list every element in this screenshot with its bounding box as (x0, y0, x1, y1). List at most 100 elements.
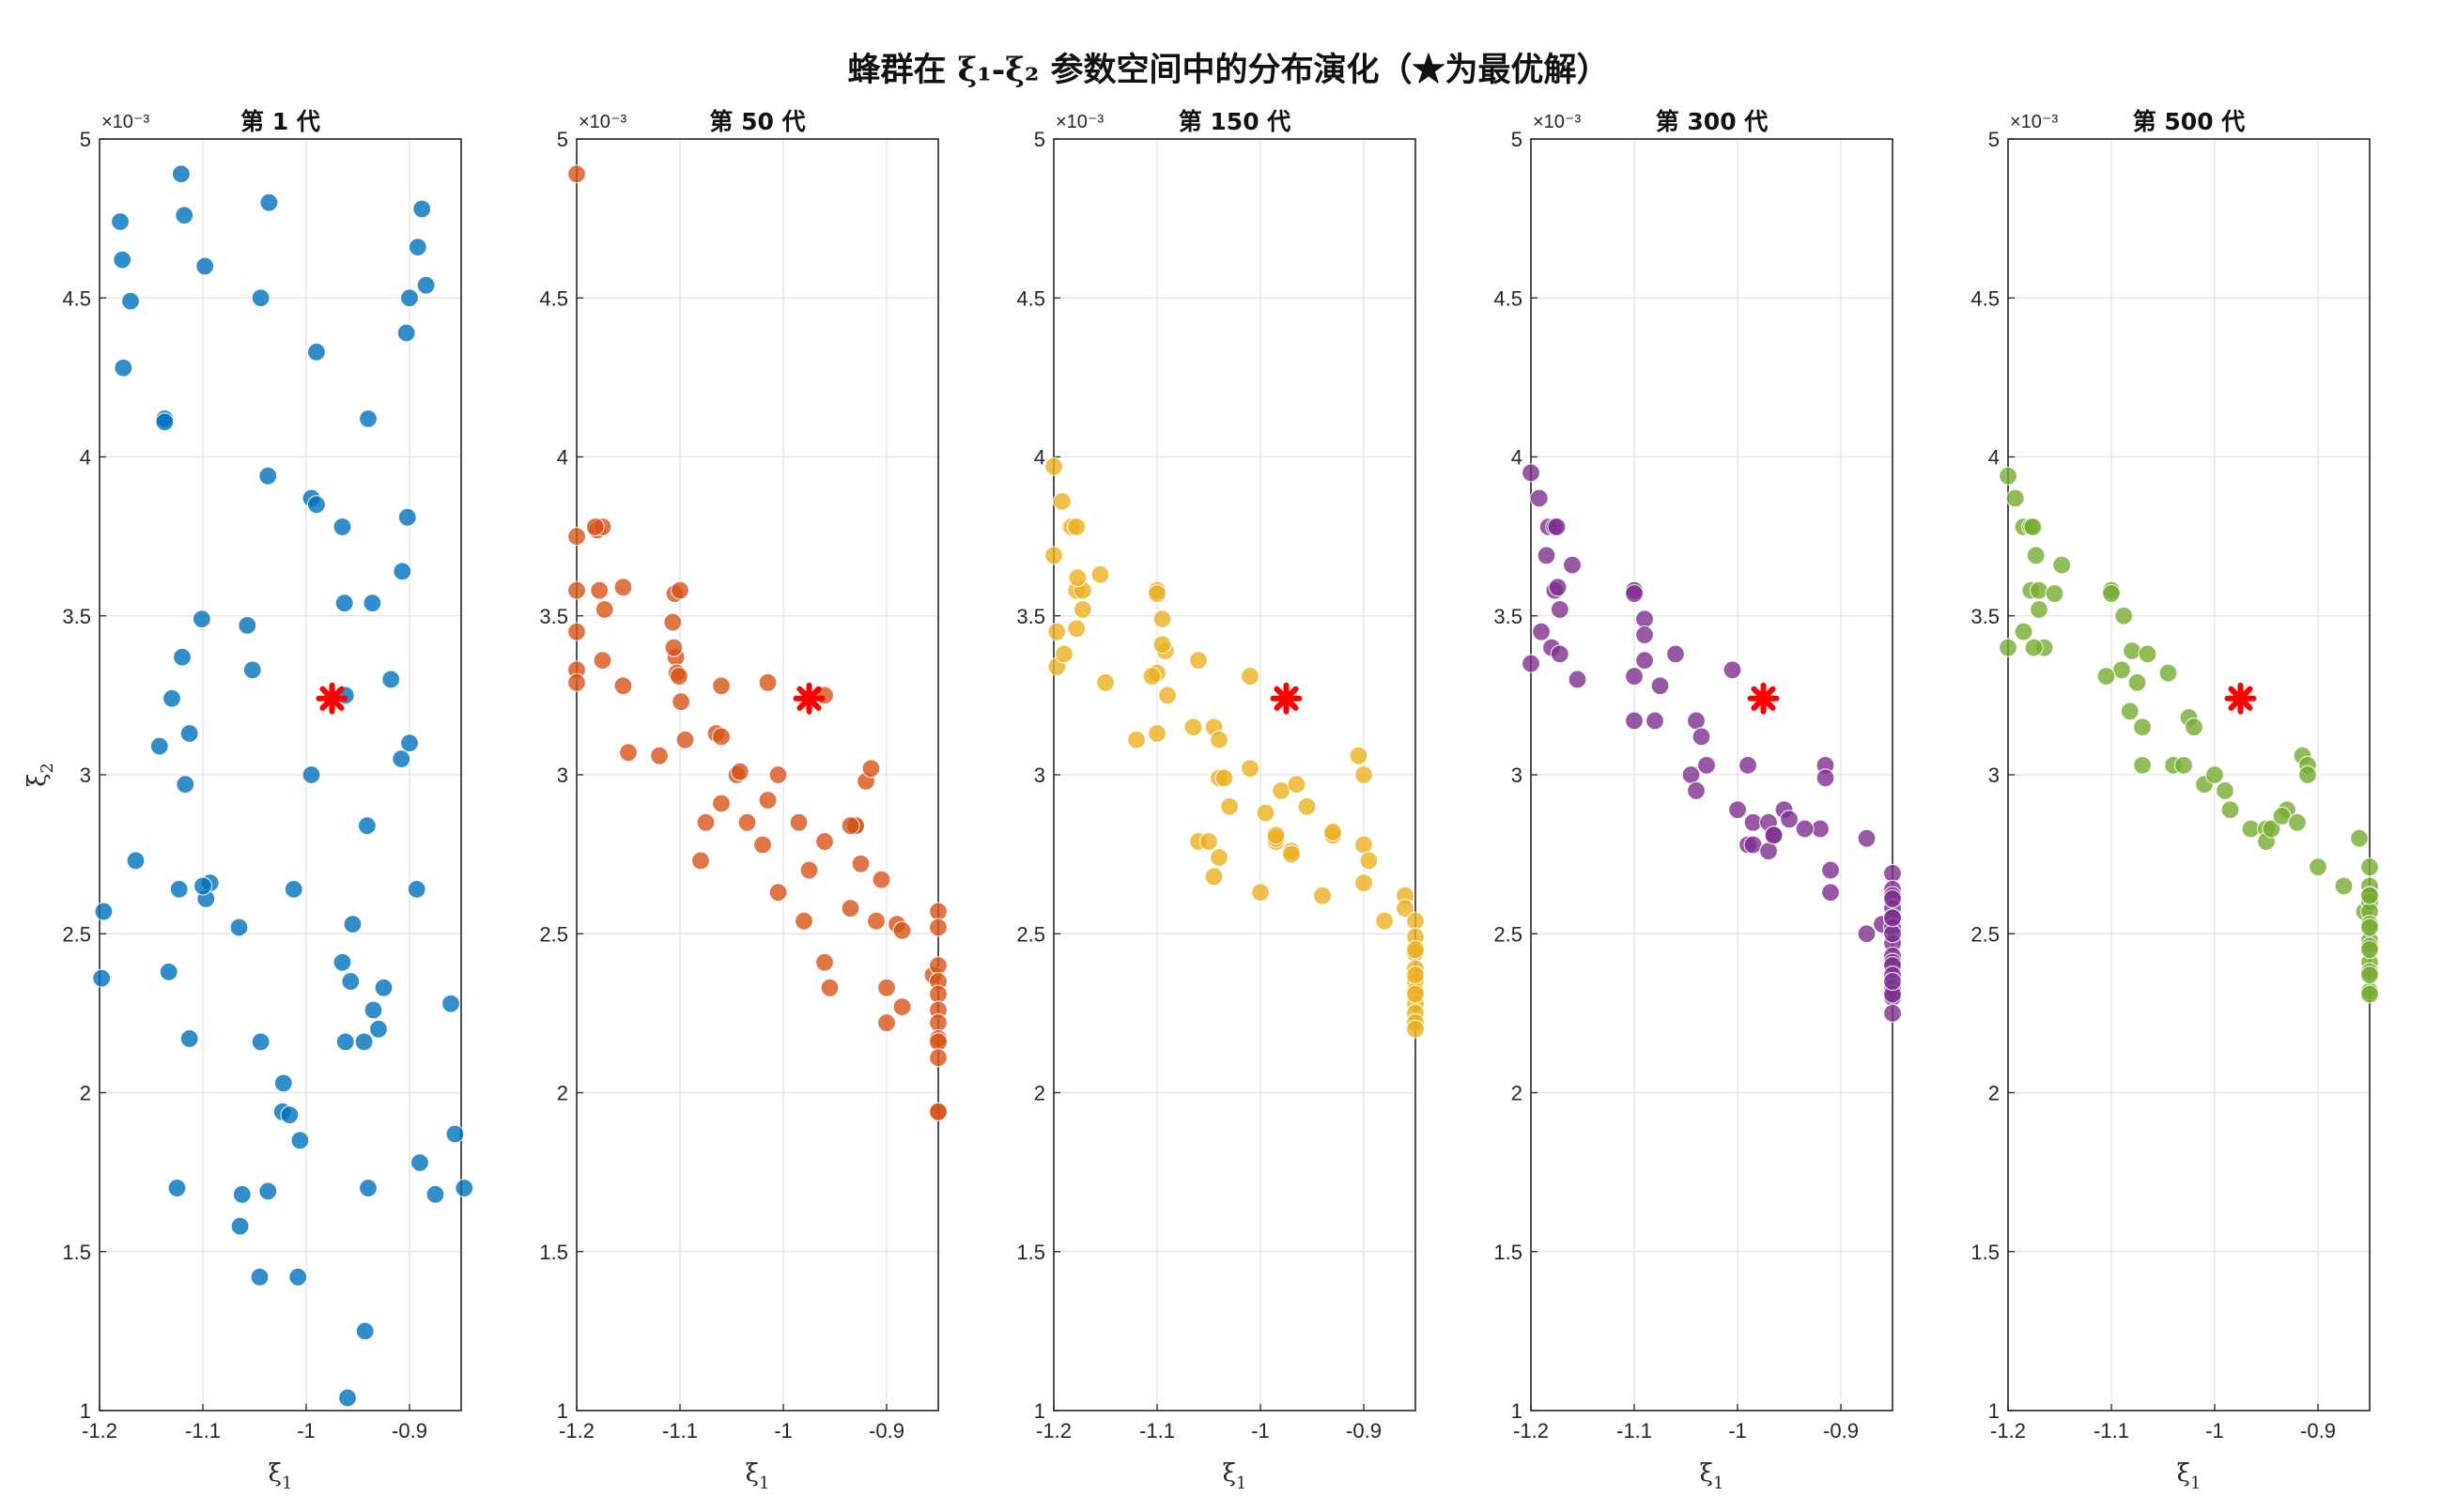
axes-frame (99, 138, 462, 1412)
bee-point (1405, 940, 1426, 960)
bee-points (566, 164, 949, 1121)
x-axis-label: ξ1 (269, 1459, 293, 1493)
bee-point (1795, 819, 1815, 839)
bee-point (2029, 580, 2049, 600)
bee-points (1998, 466, 2380, 1004)
bee-point (711, 727, 732, 747)
bee-point (2308, 857, 2328, 877)
y-tick-label: 5 (1988, 128, 2000, 151)
x-tick-label: -0.9 (869, 1419, 904, 1443)
bee-point (928, 918, 949, 937)
y-tick-label: 3 (1511, 764, 1522, 787)
y-tick-label: 2 (557, 1082, 568, 1105)
bee-point (1405, 984, 1426, 1004)
bee-point (1068, 568, 1088, 588)
subplot-2: 1 1.5 2 2.5 3 3.5 4 4.5 5 -1.2 -1.1 -1 -0.9 ×10⁻³ 第 50… (539, 108, 949, 1493)
bee-point (1816, 768, 1835, 788)
bee-point (1548, 578, 1568, 597)
x-axis-label: ξ1 (2177, 1459, 2202, 1493)
bee-point (814, 831, 835, 852)
bee-point (2359, 886, 2380, 905)
bee-point (595, 599, 614, 620)
y-exponent-label: ×10⁻³ (101, 112, 149, 132)
bee-point (1073, 599, 1092, 620)
bee-point (1882, 924, 1903, 944)
bee-point (2158, 663, 2178, 683)
bee-point (2120, 702, 2140, 721)
bee-point (1067, 619, 1087, 639)
y-tick-label: 3.5 (1016, 605, 1045, 628)
y-tick-label: 5 (1034, 128, 1045, 151)
subplot-title: 第 50 代 (709, 108, 805, 135)
x-tick-label: -1.2 (1513, 1419, 1549, 1443)
bee-point (1650, 676, 1670, 696)
bee-point (2287, 812, 2308, 832)
bee-point (2114, 606, 2134, 625)
x-tick-label: -1.2 (559, 1419, 595, 1443)
bee-point (1353, 872, 1374, 893)
bee-point (2014, 622, 2033, 641)
bee-point (1820, 883, 1841, 903)
bee-point (242, 660, 262, 680)
bee-point (1531, 622, 1552, 641)
bee-point (1209, 730, 1229, 749)
bee-point (892, 997, 912, 1017)
subplot-4: 1 1.5 2 2.5 3 3.5 4 4.5 5 -1.2 -1.1 -1 -0.9 ×10⁻³ 第 30… (1493, 108, 1903, 1493)
bee-point (408, 237, 427, 257)
bee-point (664, 638, 684, 657)
bee-point (416, 275, 436, 295)
bee-point (711, 676, 732, 696)
bee-point (1882, 888, 1903, 909)
bee-point (2297, 764, 2318, 785)
bee-point (167, 1178, 187, 1198)
bee-point (1090, 564, 1110, 584)
bee-point (928, 955, 949, 976)
bee-point (711, 794, 732, 813)
x-tick-label: -0.9 (392, 1419, 427, 1443)
bee-point (1256, 803, 1275, 823)
bee-point (2052, 555, 2072, 575)
x-tick-label: -1 (297, 1419, 316, 1443)
bee-point (1568, 670, 1587, 689)
x-tick-label: -1.1 (1616, 1419, 1652, 1443)
bee-point (2122, 640, 2142, 661)
bee-point (1214, 768, 1234, 788)
bee-point (928, 1032, 949, 1052)
bee-point (1147, 583, 1167, 604)
bee-point (730, 762, 749, 781)
bee-point (663, 612, 683, 632)
bee-point (566, 580, 587, 600)
bee-point (171, 164, 191, 184)
y-tick-label: 3.5 (539, 605, 568, 628)
bee-point (669, 666, 689, 687)
bee-point (301, 764, 321, 785)
bee-point (92, 968, 112, 988)
bee-point (613, 578, 633, 597)
bee-point (928, 1012, 949, 1033)
y-tick-label: 3 (1988, 764, 2000, 787)
bee-point (1126, 730, 1147, 749)
bee-point (2359, 965, 2380, 985)
x-tick-label: -0.9 (1346, 1419, 1382, 1443)
x-tick-label: -1.2 (1990, 1419, 2026, 1443)
bee-point (238, 615, 257, 636)
bee-point (1537, 546, 1556, 565)
bee-point (2096, 666, 2116, 687)
bee-point (1043, 456, 1064, 476)
bee-point (670, 580, 690, 600)
bee-point (179, 1028, 199, 1049)
y-tick-label: 4 (557, 446, 568, 470)
bee-point (1266, 825, 1286, 845)
bee-point (861, 759, 881, 779)
y-tick-label: 3 (557, 764, 568, 787)
bee-point (566, 622, 587, 641)
bee-point (392, 748, 411, 769)
y-tick-label: 3.5 (1493, 605, 1522, 628)
x-tick-label: -1.1 (1139, 1419, 1175, 1443)
bee-point (1550, 644, 1569, 664)
bee-point (1624, 711, 1645, 731)
y-tick-label: 1 (80, 1399, 91, 1423)
bee-point (250, 1267, 270, 1287)
bee-point (2132, 755, 2153, 775)
subplot-5: 1 1.5 2 2.5 3 3.5 4 4.5 5 -1.2 -1.1 -1 -0.9 ×10⁻³ 第 50… (1970, 108, 2380, 1493)
